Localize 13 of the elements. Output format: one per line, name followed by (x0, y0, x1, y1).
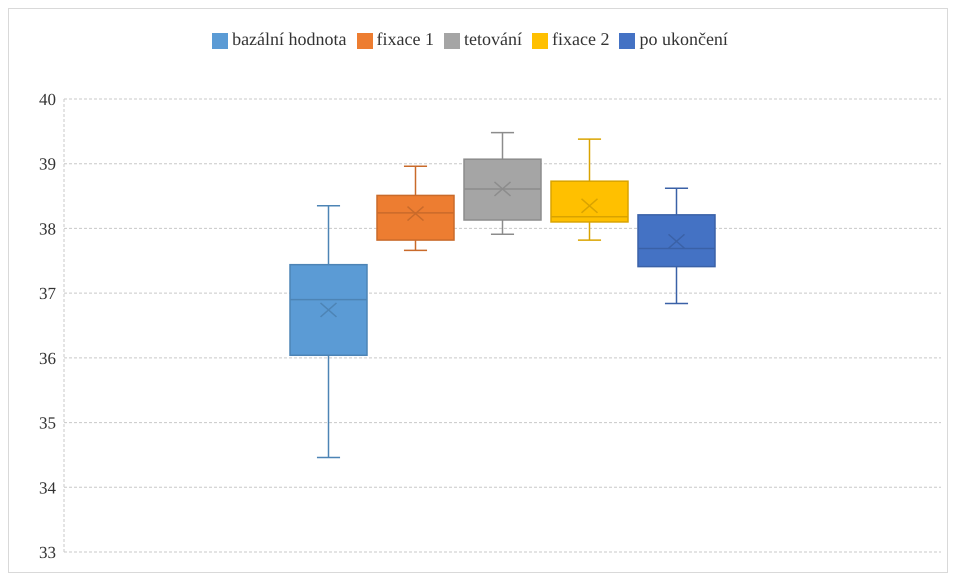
y-tick-label: 34 (39, 478, 56, 498)
legend-label: po ukončení (639, 29, 728, 49)
y-tick-label: 37 (39, 284, 56, 304)
legend-label: bazální hodnota (232, 29, 347, 49)
y-tick-label: 40 (39, 90, 56, 110)
y-tick-label: 38 (39, 219, 56, 238)
y-tick-label: 33 (39, 543, 56, 562)
y-tick-label: 39 (39, 154, 56, 174)
legend-label: fixace 1 (376, 29, 434, 49)
legend-label: fixace 2 (552, 29, 610, 49)
legend-label: tetování (464, 29, 522, 49)
y-tick-label: 36 (39, 348, 56, 368)
y-tick-label: 35 (39, 414, 56, 433)
